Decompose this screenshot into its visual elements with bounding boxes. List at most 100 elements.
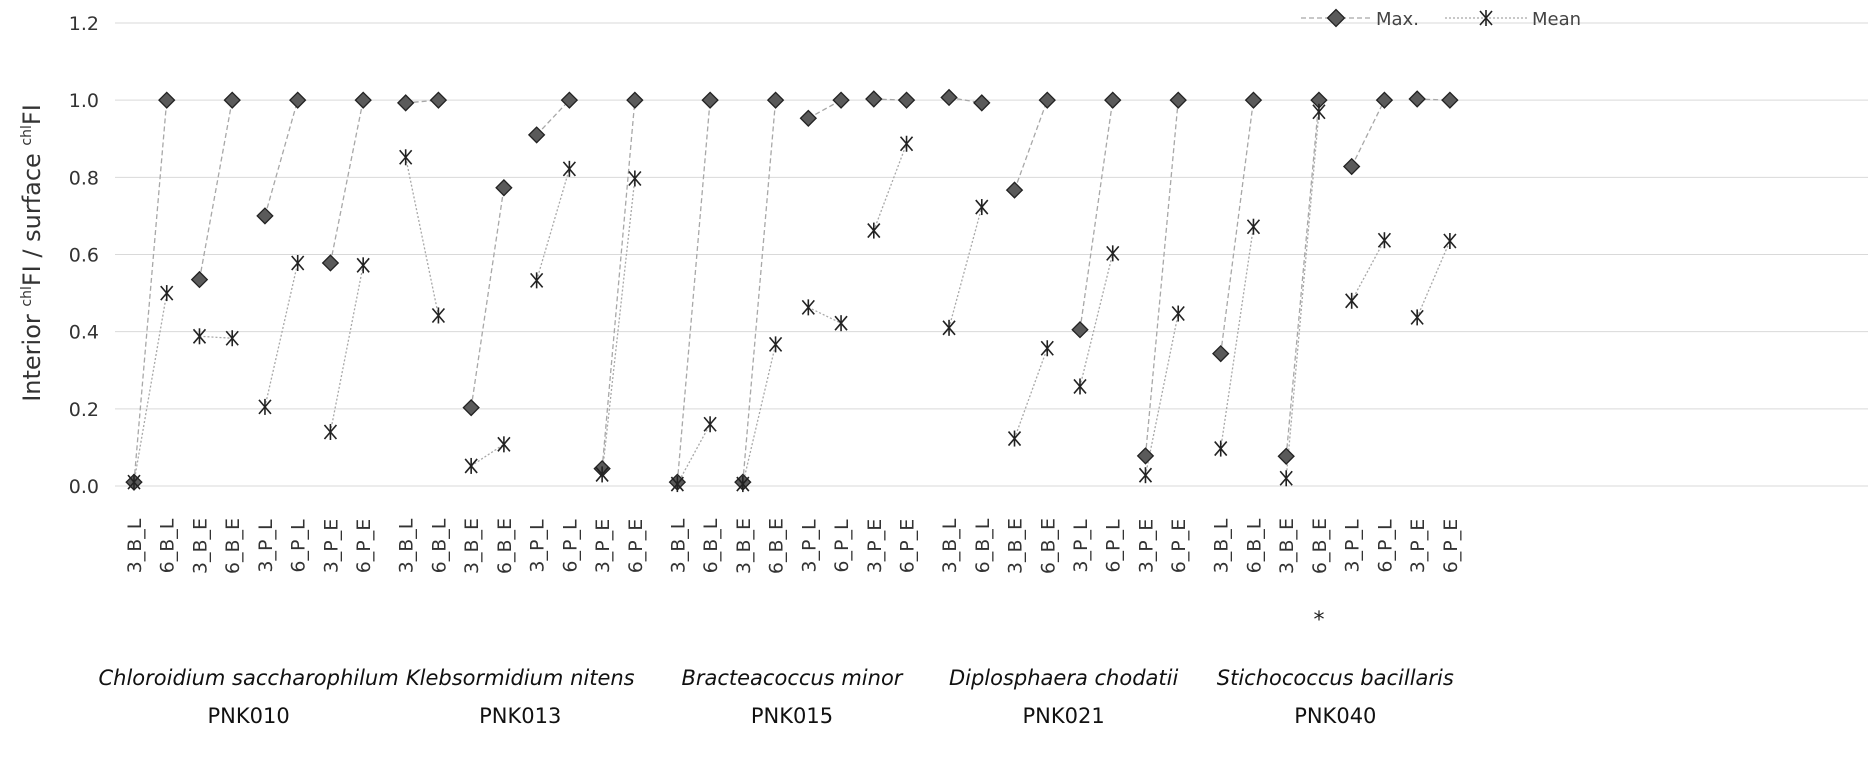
x-tick-label: 3_P_E xyxy=(1407,519,1429,574)
y-tick-label: 0.0 xyxy=(69,476,99,498)
mean-point xyxy=(867,222,881,239)
x-tick-label: 3_P_E xyxy=(320,519,342,574)
x-tick-label: 6_B_L xyxy=(972,518,994,573)
mean-point xyxy=(768,336,783,353)
max-point xyxy=(1104,91,1122,109)
x-tick-label: 6_P_E xyxy=(897,519,919,574)
x-tick-label: 6_P_L xyxy=(559,519,581,573)
x-tick-label: 3_B_L xyxy=(396,518,418,573)
max-connector xyxy=(1013,99,1048,191)
mean-point xyxy=(291,254,305,271)
x-tick-label: 6_P_E xyxy=(1440,519,1462,574)
y-tick-label: 1.0 xyxy=(69,90,99,112)
mean-point xyxy=(1138,467,1153,484)
max-point xyxy=(1310,91,1328,109)
x-tick-label: 3_P_L xyxy=(255,519,277,573)
mean-connector xyxy=(536,168,571,281)
x-tick-label: 3_P_L xyxy=(1342,519,1364,573)
y-tick-label: 0.2 xyxy=(69,399,99,421)
max-point xyxy=(190,270,209,289)
max-point xyxy=(1244,91,1263,109)
max-point xyxy=(1038,91,1056,109)
max-connector xyxy=(601,100,636,469)
x-tick-label: 3_B_E xyxy=(461,518,483,574)
x-tick-label: 6_P_E xyxy=(1168,519,1190,574)
mean-connector xyxy=(808,306,842,324)
x-tick-label: 3_P_E xyxy=(864,519,886,574)
x-tick-label: 3_P_L xyxy=(527,519,549,573)
max-point xyxy=(321,254,340,272)
mean-point xyxy=(1073,378,1087,395)
max-connector xyxy=(1351,99,1386,167)
max-point xyxy=(396,94,415,112)
mean-connector xyxy=(676,423,711,485)
x-tick-label: 3_P_L xyxy=(1070,519,1092,573)
mean-point xyxy=(899,135,914,152)
mean-point xyxy=(530,272,544,289)
mean-point xyxy=(160,285,174,302)
max-connector xyxy=(329,100,364,264)
mean-point xyxy=(1040,340,1054,357)
max-point xyxy=(354,91,372,109)
mean-point xyxy=(1007,430,1022,447)
y-tick-label: 1.2 xyxy=(69,13,99,35)
mean-connector xyxy=(601,178,636,475)
mean-connector xyxy=(1285,111,1320,479)
max-connector xyxy=(470,187,505,408)
max-point xyxy=(766,91,785,109)
legend-max-label: Max. xyxy=(1376,9,1419,30)
connector-lines xyxy=(133,96,1451,485)
mean-point xyxy=(399,149,413,166)
mean-point xyxy=(258,398,272,415)
max-point xyxy=(158,91,176,109)
y-tick-label: 0.4 xyxy=(69,322,99,344)
mean-point xyxy=(1171,305,1185,322)
group-strain-code: PNK015 xyxy=(751,704,833,728)
max-connector xyxy=(676,100,711,483)
mean-point xyxy=(942,319,956,336)
x-tick-label: 6_B_L xyxy=(1243,518,1265,573)
x-tick-label: 6_P_L xyxy=(1103,519,1125,573)
mean-point xyxy=(1443,232,1457,249)
mean-connector xyxy=(133,292,168,483)
x-tick-label: 6_B_E xyxy=(766,518,788,574)
group-species-name: Bracteacoccus minor xyxy=(681,666,903,690)
max-connector xyxy=(1285,100,1320,457)
max-point xyxy=(1169,91,1187,109)
max-point xyxy=(897,91,916,109)
max-point xyxy=(832,91,850,109)
mean-point xyxy=(497,436,511,453)
x-tick-label: 3_B_E xyxy=(733,518,755,574)
data-markers xyxy=(125,88,1459,493)
group-labels: Chloroidium saccharophilum PNK010 Klebsorm… xyxy=(98,666,1453,728)
mean-connector xyxy=(329,265,364,433)
max-connector xyxy=(264,99,299,217)
mean-point xyxy=(595,466,609,483)
max-point xyxy=(1071,321,1089,339)
max-point xyxy=(223,91,241,109)
x-tick-label: 6_B_E xyxy=(494,518,516,574)
group-species-name: Klebsormidium nitens xyxy=(406,666,635,690)
max-point xyxy=(1277,447,1295,465)
mean-connector xyxy=(1351,239,1385,302)
mean-point xyxy=(1345,292,1359,309)
mean-point xyxy=(834,315,848,332)
x-tick-label: 6_P_E xyxy=(625,519,647,574)
x-tick-label: 3_B_E xyxy=(1276,518,1298,574)
legend-mean-marker xyxy=(1479,10,1493,26)
mean-connector xyxy=(948,206,983,328)
mean-point xyxy=(703,416,717,433)
mean-connector xyxy=(742,344,777,485)
mean-point xyxy=(562,160,576,177)
group-strain-code: PNK013 xyxy=(479,704,561,728)
max-point xyxy=(289,91,307,109)
mean-connector xyxy=(1079,253,1114,387)
max-point xyxy=(256,207,274,225)
mean-point xyxy=(628,170,642,187)
x-tick-label: 6_B_L xyxy=(157,518,179,573)
x-tick-label: 6_P_L xyxy=(831,519,853,573)
max-point xyxy=(701,91,719,109)
max-point xyxy=(560,91,579,109)
x-tick-label: 6_P_E xyxy=(353,519,375,574)
